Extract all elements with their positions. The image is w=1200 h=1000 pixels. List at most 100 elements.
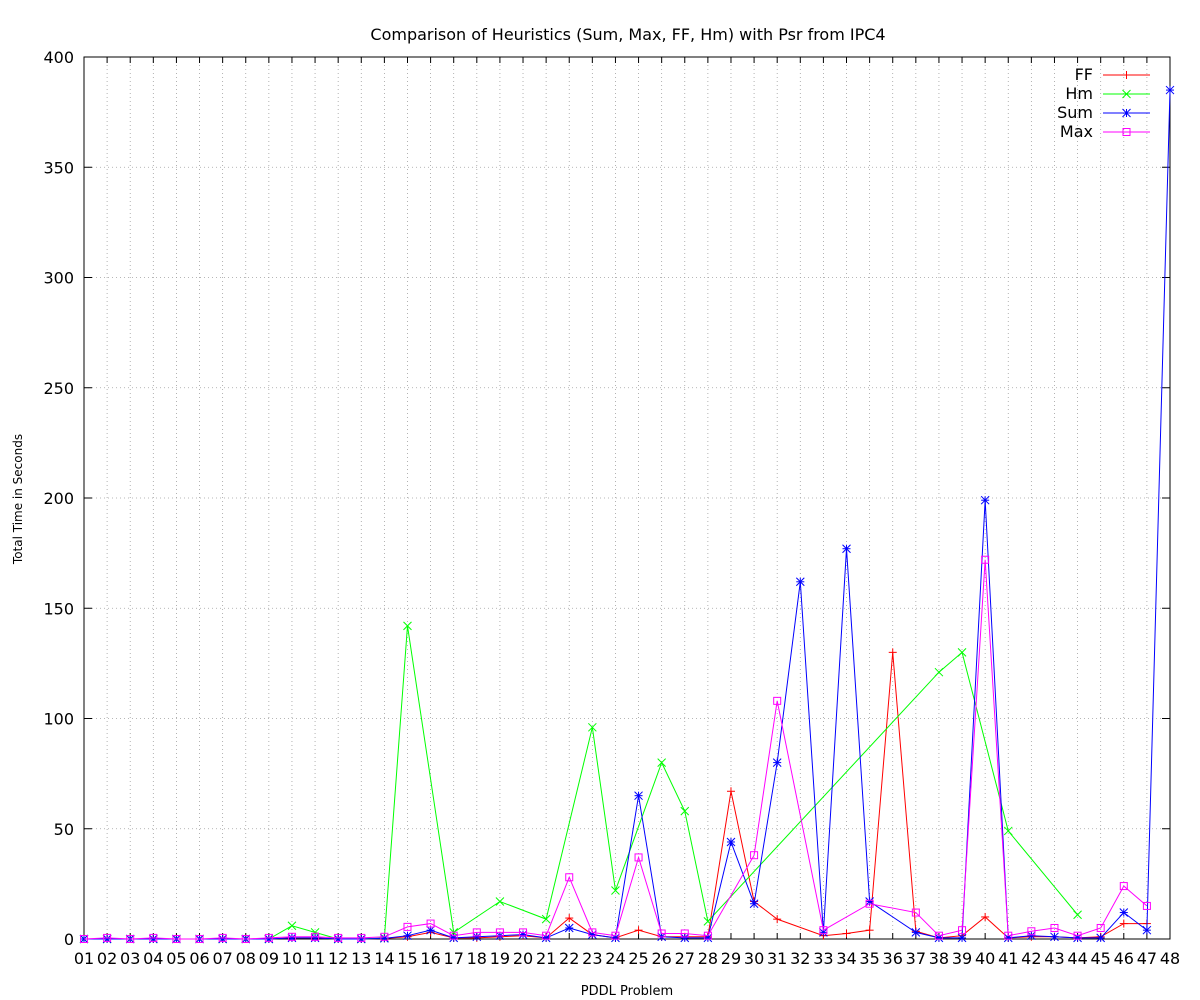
data-point-ff (634, 926, 643, 935)
legend-marker-sum (1122, 108, 1131, 118)
data-point-hm (1073, 910, 1082, 920)
data-point-max (1050, 923, 1059, 932)
x-tick-label: 03 (120, 949, 140, 968)
data-point-max (1142, 901, 1151, 910)
data-point-sum (749, 899, 759, 909)
data-point-max (958, 926, 967, 935)
x-tick-label: 35 (859, 949, 879, 968)
data-point-hm (703, 917, 713, 926)
data-point-ff (981, 912, 990, 921)
x-tick-label: 24 (605, 949, 625, 968)
data-point-ff (888, 648, 897, 657)
data-point-sum (403, 931, 412, 941)
data-point-max (426, 919, 435, 928)
x-tick-label: 38 (929, 949, 949, 968)
x-tick-label: 36 (883, 949, 903, 968)
legend-label-sum: Sum (1057, 103, 1093, 122)
data-point-max (773, 696, 782, 705)
data-point-max (611, 931, 620, 940)
y-tick-label: 50 (54, 820, 74, 839)
x-tick-label: 28 (698, 949, 718, 968)
data-point-sum (472, 932, 482, 942)
data-point-max (542, 931, 551, 940)
series-ff (80, 648, 1151, 943)
x-tick-label: 19 (490, 949, 510, 968)
data-point-max (264, 933, 273, 942)
data-point-max (565, 873, 574, 882)
data-point-max (495, 928, 504, 937)
x-tick-label: 45 (1091, 949, 1111, 968)
x-tick-label: 34 (836, 949, 856, 968)
data-point-hm (957, 647, 967, 657)
series-line-hm (84, 625, 1078, 940)
data-point-max (380, 932, 389, 941)
x-tick-label: 15 (397, 949, 417, 968)
x-tick-label: 27 (675, 949, 695, 968)
y-tick-label: 350 (43, 158, 74, 177)
x-tick-label: 39 (952, 949, 972, 968)
x-tick-label: 17 (444, 949, 464, 968)
data-point-hm (587, 722, 597, 732)
legend-label-max: Max (1060, 122, 1093, 141)
data-point-max (449, 931, 458, 940)
series-line-max (83, 559, 1148, 940)
data-point-max (703, 931, 712, 940)
data-point-max (403, 922, 412, 931)
y-axis-label: Total Time in Seconds (11, 434, 25, 565)
data-point-max (981, 555, 990, 564)
data-point-hm (287, 921, 297, 931)
data-point-hm (611, 886, 620, 895)
x-tick-label: 26 (651, 949, 671, 968)
data-point-hm (1003, 826, 1013, 836)
data-point-max (657, 929, 666, 938)
data-point-sum (518, 930, 528, 939)
series-max (80, 555, 1151, 943)
data-point-sum (772, 758, 782, 767)
x-tick-label: 10 (282, 949, 302, 968)
data-point-max (195, 935, 204, 943)
x-tick-label: 30 (744, 949, 764, 968)
data-point-ff (865, 926, 874, 935)
chart-title: Comparison of Heuristics (Sum, Max, FF, … (370, 25, 885, 44)
y-tick-label: 300 (43, 269, 74, 288)
data-point-max (634, 853, 643, 862)
x-tick-label: 42 (1021, 949, 1041, 968)
data-point-sum (564, 923, 574, 933)
data-point-hm (495, 897, 505, 906)
x-tick-label: 04 (143, 949, 163, 968)
data-point-ff (773, 915, 782, 924)
data-point-sum (795, 577, 805, 587)
x-axis-label: PDDL Problem (581, 984, 673, 999)
legend-marker-ff (1122, 71, 1131, 79)
x-tick-label: 43 (1044, 949, 1064, 968)
data-point-sum (1027, 931, 1036, 941)
data-point-ff (726, 787, 735, 796)
x-tick-label: 06 (189, 949, 209, 968)
x-tick-label: 05 (166, 949, 186, 968)
data-point-max (241, 935, 250, 943)
x-tick-label: 37 (906, 949, 926, 968)
data-point-ff (842, 929, 851, 938)
data-point-max (934, 931, 943, 940)
data-point-hm (680, 806, 690, 816)
data-point-sum (1050, 932, 1059, 942)
series-sum (79, 85, 1175, 944)
data-point-sum (1119, 908, 1129, 917)
data-point-sum (680, 933, 690, 943)
grid (83, 56, 1171, 940)
y-tick-label: 100 (43, 710, 74, 729)
y-tick-label: 250 (43, 379, 74, 398)
x-tick-label: 48 (1160, 949, 1180, 968)
x-tick-label: 12 (328, 949, 348, 968)
x-tick-label: 32 (790, 949, 810, 968)
data-point-max (1004, 931, 1013, 940)
data-point-max (126, 935, 135, 943)
data-point-max (865, 899, 874, 908)
x-tick-label: 16 (420, 949, 440, 968)
x-tick-label: 44 (1067, 949, 1087, 968)
x-tick-label: 33 (813, 949, 833, 968)
data-point-max (911, 908, 920, 917)
data-point-sum (842, 544, 851, 554)
data-point-max (819, 926, 828, 935)
